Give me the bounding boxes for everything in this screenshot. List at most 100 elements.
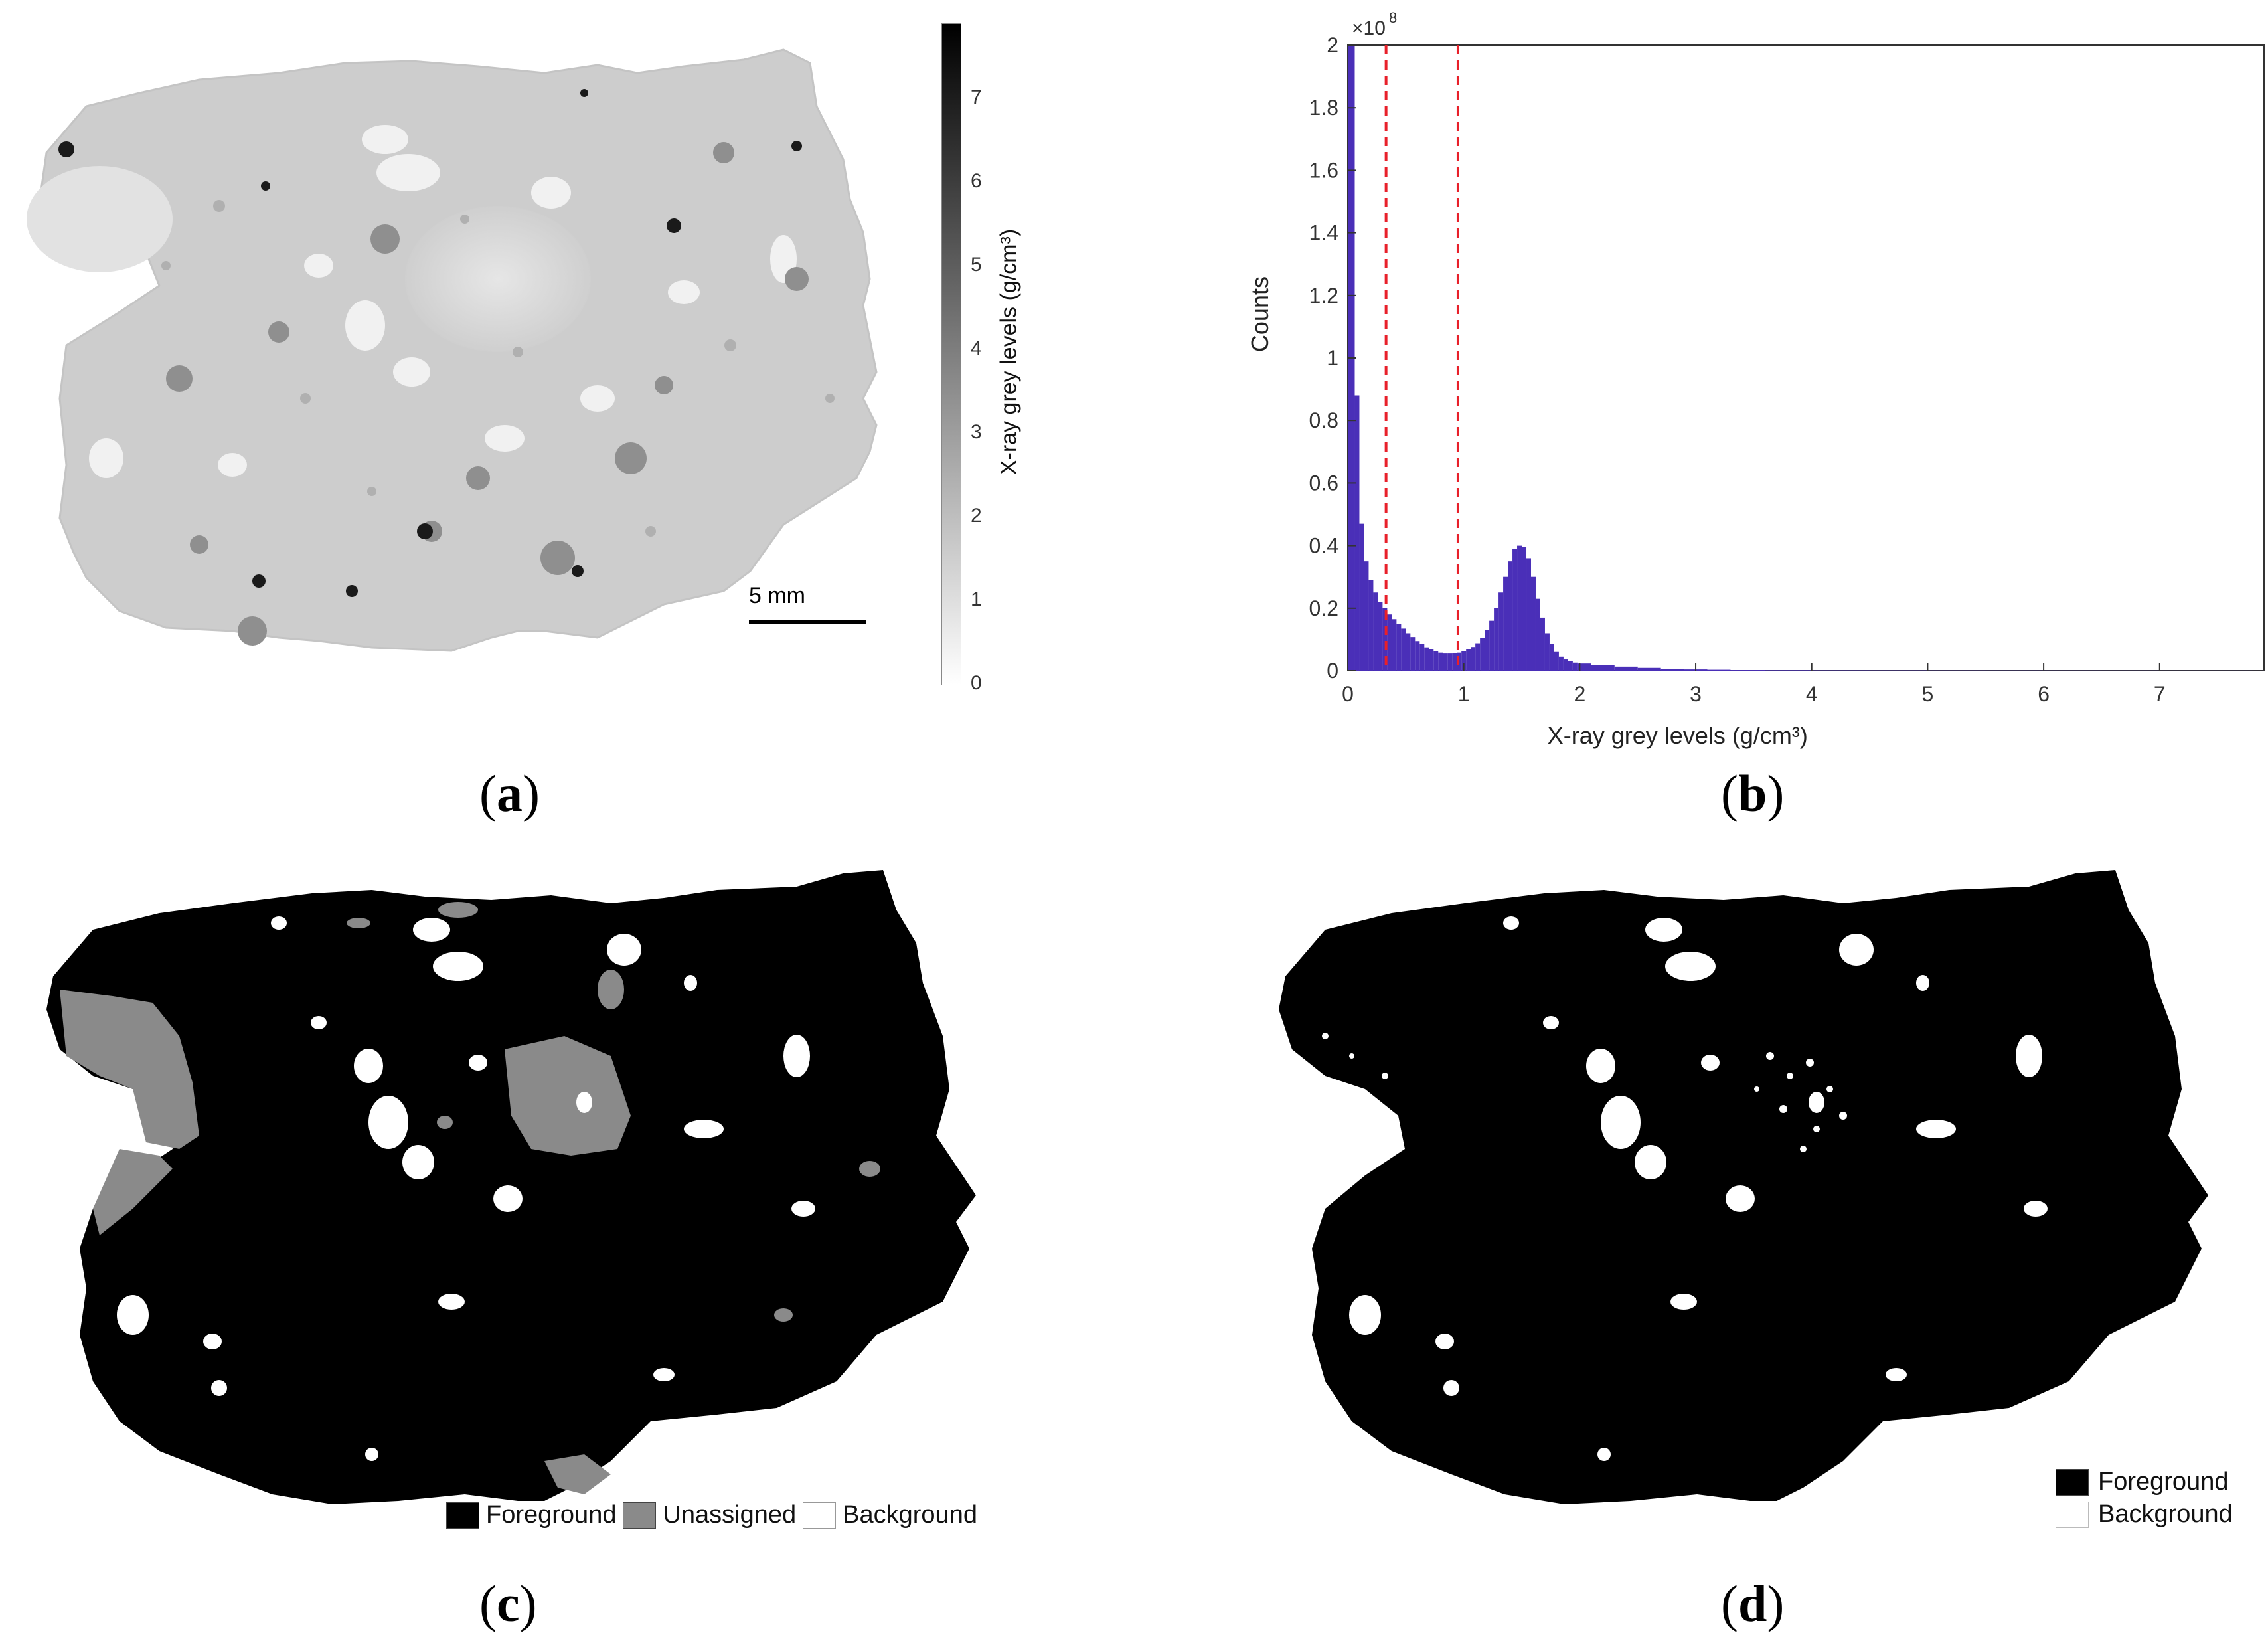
histogram-bar	[1415, 641, 1420, 671]
y-tick-label: 1	[1327, 346, 1338, 370]
histogram-bar	[1554, 651, 1559, 671]
histogram-bar	[1568, 661, 1573, 671]
colorbar-tick-label: 3	[971, 421, 982, 444]
histogram-bar	[1382, 608, 1388, 671]
legend-label-foreground: Foreground	[2098, 1468, 2229, 1496]
histogram-bar	[1429, 649, 1434, 671]
x-tick-label: 4	[1806, 682, 1818, 706]
histogram-bar	[1558, 656, 1564, 671]
legend-swatch-unassigned	[623, 1502, 657, 1529]
legend-c: Foreground Unassigned Background	[446, 1501, 977, 1529]
y-tick-label: 0.6	[1309, 471, 1338, 495]
histogram-bar	[1378, 602, 1383, 671]
histogram-chart: 0 1 2 3 4 5 6 7 0 0.2 0.4 0.6 0.8 1 1.2 1.4 1.6 1.8 2 ×10 8 X…	[1246, 9, 2265, 749]
legend-label-background: Background	[2098, 1500, 2233, 1528]
legend-swatch-foreground	[446, 1502, 479, 1529]
colorbar-tick-label: 1	[971, 588, 982, 611]
histogram-bar	[1387, 614, 1392, 671]
colorbar-tick-label: 5	[971, 254, 982, 276]
legend-label-background: Background	[843, 1501, 977, 1529]
panel-c-label: (c)	[479, 1575, 537, 1632]
x-tick-label: 5	[1922, 682, 1934, 706]
histogram-bar	[1373, 592, 1378, 671]
histogram-bar	[1489, 620, 1495, 671]
histogram-bar	[1406, 633, 1411, 671]
segmentation-2class-image	[1279, 870, 2208, 1504]
histogram-bar	[1572, 662, 1578, 671]
histogram-bar	[1392, 619, 1397, 671]
histogram-bar	[1452, 653, 1457, 671]
colorbar-tick-label: 0	[971, 672, 982, 694]
histogram-bar	[1466, 649, 1471, 671]
histogram-bar	[1614, 666, 1638, 671]
y-tick-label: 0.2	[1309, 596, 1338, 620]
x-tick-label: 2	[1574, 682, 1585, 706]
legend-label-foreground: Foreground	[486, 1501, 617, 1529]
histogram-bar	[1540, 617, 1545, 671]
histogram-bar	[1433, 651, 1439, 671]
histogram-bar	[1549, 644, 1554, 671]
segmentation-3class-image	[46, 870, 976, 1504]
histogram-bar	[1637, 667, 1661, 671]
histogram-bar	[1419, 644, 1425, 671]
x-axis-label: X-ray grey levels (g/cm³)	[1548, 722, 1808, 749]
histogram-bar	[1424, 647, 1429, 671]
histogram-bar	[1498, 592, 1504, 671]
y-tick-label: 0.8	[1309, 408, 1338, 432]
histogram-bar	[1438, 652, 1443, 671]
x-tick-label: 7	[2154, 682, 2166, 706]
histogram-bar	[1461, 651, 1467, 671]
legend-label-unassigned: Unassigned	[663, 1501, 797, 1529]
y-tick-label: 0	[1327, 659, 1338, 683]
histogram-bar	[1447, 653, 1453, 671]
panel-d-label: (d)	[1721, 1575, 1785, 1632]
panel-c: Foreground Unassigned Background	[0, 837, 1036, 1567]
histogram-bar	[1354, 395, 1360, 671]
colorbar-title: X-ray grey levels (g/cm³)	[996, 228, 1022, 475]
histogram-bar	[1364, 561, 1369, 671]
x-tick-label: 0	[1342, 682, 1354, 706]
panel-d: Foreground Background	[1232, 837, 2268, 1567]
histogram-bar	[1368, 580, 1374, 671]
panel-a: 5 mm 0 1 2 3 4 5 6 7 X-ray grey levels (g/cm³)	[0, 0, 1036, 744]
plot-area	[1347, 44, 2265, 671]
histogram-bar	[1512, 549, 1518, 671]
legend-d: Foreground Background	[2056, 1468, 2233, 1529]
histogram-bar	[1503, 576, 1508, 671]
colorbar-tick-label: 2	[971, 505, 982, 527]
histogram-bar	[1577, 663, 1591, 671]
y-tick-label: 1.4	[1309, 221, 1338, 245]
y-tick-label: 2	[1327, 33, 1338, 57]
histogram-bar	[1396, 624, 1402, 671]
y-tick-label: 1.2	[1309, 284, 1338, 307]
histogram-bar	[1535, 598, 1540, 671]
histogram-bar	[1410, 637, 1416, 671]
histogram-bar	[1401, 628, 1406, 671]
histogram-bar	[1443, 653, 1448, 671]
histogram-bar	[1522, 547, 1527, 671]
colorbar-tick-label: 6	[971, 170, 982, 193]
histogram-bar	[1765, 670, 1812, 671]
x-tick-label: 6	[2038, 682, 2050, 706]
legend-swatch-foreground	[2056, 1468, 2089, 1496]
legend-swatch-background	[803, 1502, 837, 1529]
histogram-bar	[1591, 665, 1615, 671]
panel-b: 0 1 2 3 4 5 6 7 0 0.2 0.4 0.6 0.8 1 1.2 1.4 1.6 1.8 2 ×10 8 X…	[1235, 0, 2268, 770]
histogram-bar	[1494, 608, 1499, 671]
panel-a-label: (a)	[479, 764, 540, 822]
histogram-bar	[1707, 669, 1731, 671]
y-multiplier-label: ×10	[1352, 17, 1386, 39]
colorbar	[941, 23, 961, 685]
histogram-bar	[1660, 669, 1684, 671]
x-tick-label: 3	[1690, 682, 1702, 706]
histogram-bar	[1359, 523, 1364, 671]
histogram-bar	[1508, 561, 1513, 671]
histogram-bar	[1531, 576, 1536, 671]
histogram-bar	[1480, 638, 1485, 671]
scale-bar-label: 5 mm	[749, 583, 805, 608]
legend-swatch-background	[2056, 1501, 2089, 1528]
colorbar-tick-label: 4	[971, 337, 982, 360]
histogram-bar	[1563, 659, 1568, 671]
ct-slice-image	[27, 48, 878, 652]
panel-b-label: (b)	[1721, 764, 1785, 822]
